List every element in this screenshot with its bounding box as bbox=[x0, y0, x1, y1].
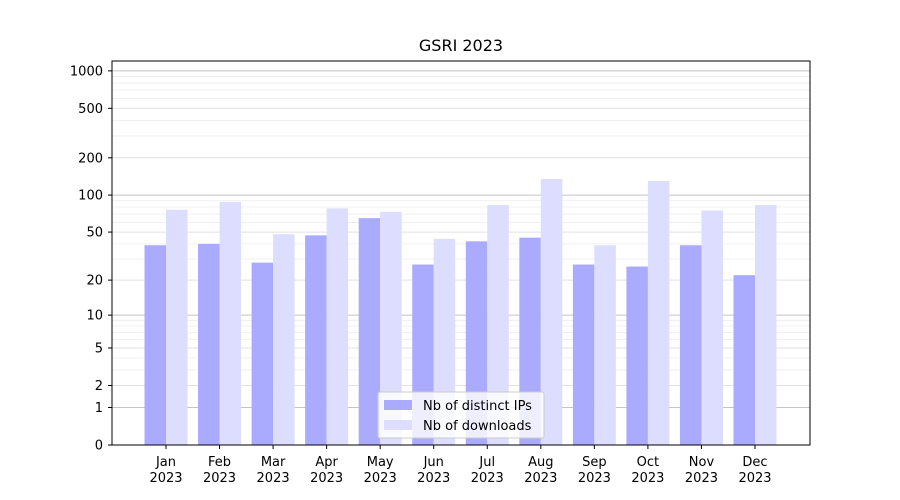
bar-downloads bbox=[219, 201, 242, 445]
bar-downloads bbox=[380, 211, 402, 445]
x-tick-label-month: Mar bbox=[261, 455, 286, 470]
x-tick-label-month: Dec bbox=[742, 455, 767, 470]
plot-frame bbox=[111, 60, 811, 446]
bar-downloads bbox=[755, 205, 777, 445]
y-tick-label: 500 bbox=[78, 102, 103, 117]
x-tick-label-year: 2023 bbox=[631, 471, 664, 486]
bar-distinct-ips bbox=[626, 266, 648, 445]
x-tick-label-year: 2023 bbox=[471, 471, 504, 486]
legend-swatch-ips bbox=[384, 400, 412, 410]
chart-title: GSRI 2023 bbox=[419, 36, 503, 55]
legend-label-ips: Nb of distinct IPs bbox=[423, 399, 532, 414]
x-tick-label-month: Apr bbox=[315, 455, 338, 470]
bar-downloads bbox=[594, 245, 616, 445]
x-tick-label-year: 2023 bbox=[149, 471, 182, 486]
x-tick-label-month: Sep bbox=[582, 455, 607, 470]
y-tick-label: 10 bbox=[86, 309, 103, 324]
bar-distinct-ips bbox=[572, 264, 595, 445]
x-tick-label-year: 2023 bbox=[203, 471, 236, 486]
x-tick-label-month: Jun bbox=[423, 455, 444, 470]
bar-distinct-ips bbox=[251, 262, 274, 445]
y-tick-label: 20 bbox=[86, 274, 103, 289]
x-tick-label-month: Aug bbox=[528, 455, 553, 470]
legend: Nb of distinct IPs Nb of downloads bbox=[377, 391, 545, 439]
y-tick-label: 5 bbox=[95, 341, 103, 356]
bar-downloads bbox=[647, 180, 670, 446]
bar-distinct-ips bbox=[305, 235, 327, 445]
bar-distinct-ips bbox=[144, 245, 166, 445]
bar-downloads bbox=[701, 210, 723, 445]
y-axis-ticks: 0 1 2 5 10 20 50 100 200 500 1000 bbox=[70, 64, 112, 454]
x-tick-label-month: Oct bbox=[637, 455, 659, 470]
x-tick-label-year: 2023 bbox=[417, 471, 450, 486]
bar-downloads bbox=[166, 209, 188, 445]
legend-box bbox=[377, 391, 545, 439]
x-tick-label-month: Jul bbox=[478, 455, 495, 470]
y-tick-label: 1 bbox=[95, 401, 103, 416]
x-tick-label-year: 2023 bbox=[738, 471, 771, 486]
legend-label-downloads: Nb of downloads bbox=[423, 419, 532, 434]
x-tick-label-month: Nov bbox=[689, 455, 715, 470]
y-tick-label: 200 bbox=[78, 151, 103, 166]
x-tick-label-year: 2023 bbox=[685, 471, 718, 486]
bars bbox=[144, 178, 777, 446]
bar-distinct-ips bbox=[679, 245, 702, 445]
bar-distinct-ips bbox=[198, 243, 220, 445]
x-tick-label-year: 2023 bbox=[578, 471, 611, 486]
x-tick-label-month: Feb bbox=[208, 455, 231, 470]
bar-downloads bbox=[326, 208, 349, 445]
x-tick-label-month: May bbox=[367, 455, 394, 470]
y-tick-label: 0 bbox=[95, 439, 103, 454]
y-tick-label: 1000 bbox=[70, 64, 103, 79]
y-tick-label: 100 bbox=[78, 189, 103, 204]
x-tick-label-year: 2023 bbox=[524, 471, 557, 486]
bar-downloads bbox=[273, 234, 295, 445]
y-tick-label: 50 bbox=[86, 226, 103, 241]
x-tick-label-month: Jan bbox=[155, 455, 176, 470]
x-tick-label-year: 2023 bbox=[364, 471, 397, 486]
x-tick-label-year: 2023 bbox=[257, 471, 290, 486]
bar-downloads bbox=[540, 178, 563, 445]
legend-swatch-downloads bbox=[384, 420, 412, 430]
bar-distinct-ips bbox=[733, 275, 755, 445]
x-axis-ticks: Jan2023Feb2023Mar2023Apr2023May2023Jun20… bbox=[149, 445, 772, 486]
bar-downloads bbox=[487, 205, 509, 445]
x-tick-label-year: 2023 bbox=[310, 471, 343, 486]
y-tick-label: 2 bbox=[95, 379, 103, 394]
bar-distinct-ips bbox=[358, 218, 381, 445]
